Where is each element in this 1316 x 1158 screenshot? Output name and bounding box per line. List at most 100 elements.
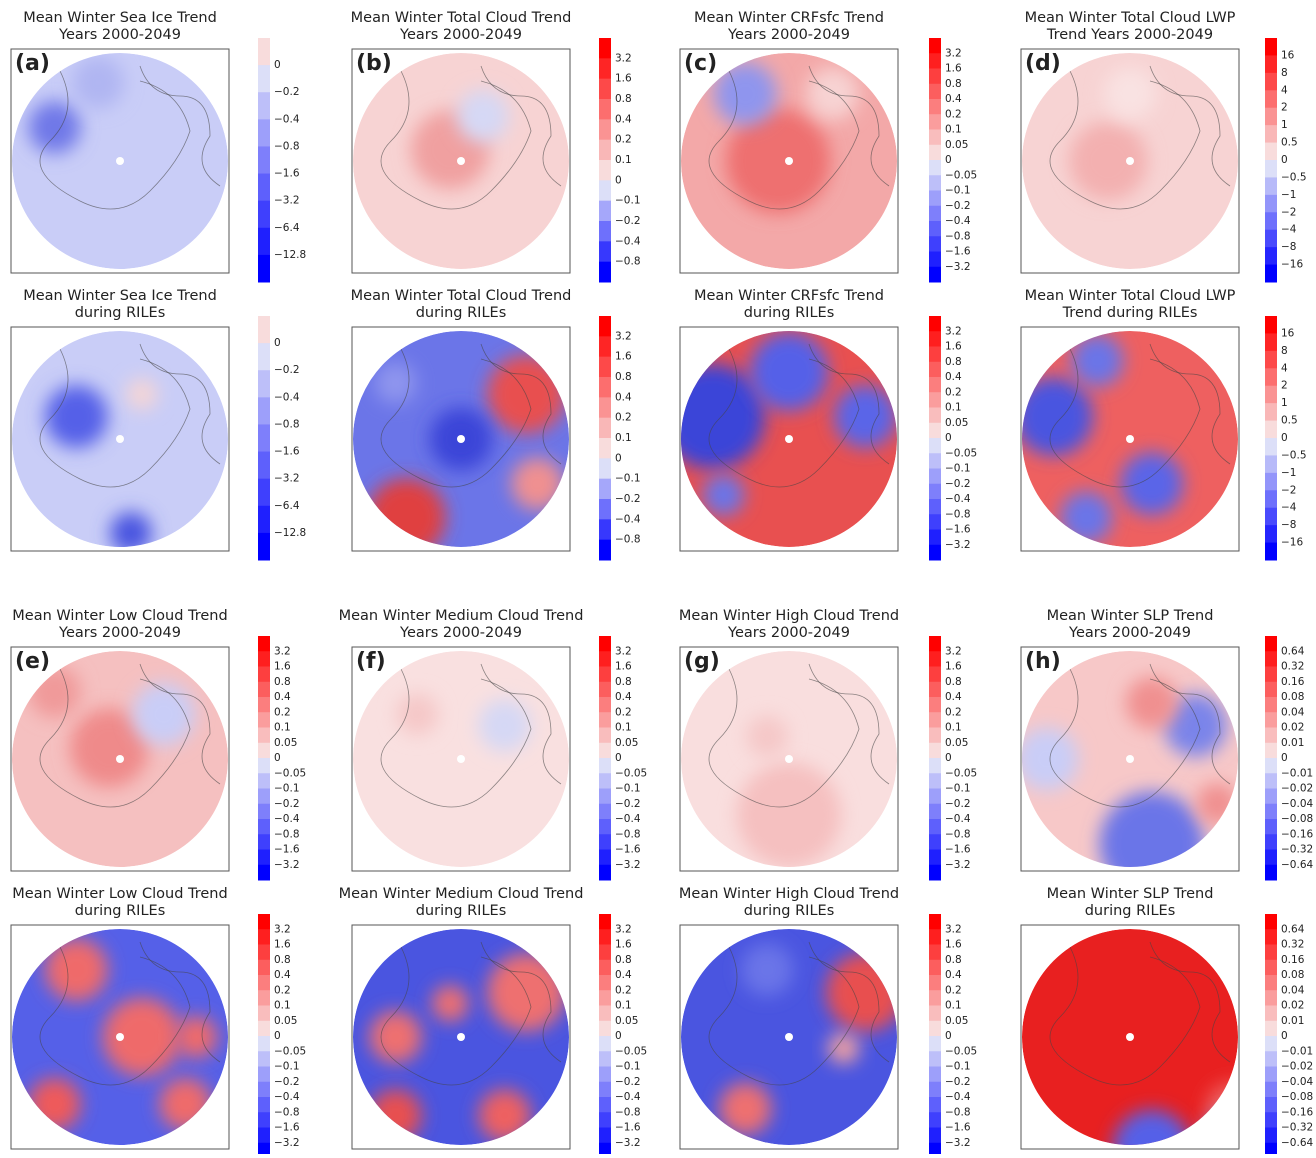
- colorbar-block: [258, 397, 270, 425]
- pole: [116, 755, 124, 763]
- panel-title: Trend Years 2000-2049: [1046, 27, 1213, 43]
- colorbar-block: [258, 532, 270, 561]
- colorbar-block: [599, 819, 611, 835]
- colorbar-label: −0.8: [945, 828, 971, 840]
- colorbar-block: [1265, 507, 1277, 526]
- colorbar-label: 0.1: [615, 154, 632, 166]
- colorbar-block: [929, 221, 941, 237]
- panel-title: Mean Winter SLP Trend: [1047, 886, 1214, 902]
- colorbar-block: [929, 236, 941, 252]
- colorbar-label: −0.2: [945, 798, 971, 810]
- colorbar-label: 0.8: [945, 78, 962, 90]
- map-region: [1022, 377, 1093, 456]
- colorbar-label: −0.16: [1281, 1106, 1313, 1118]
- colorbar-label: 0.5: [1281, 415, 1298, 427]
- colorbar-block: [1265, 1097, 1277, 1113]
- panel-title: Mean Winter Low Cloud Trend: [12, 886, 227, 902]
- colorbar-label: 0.2: [615, 134, 632, 146]
- colorbar-label: −0.05: [274, 1045, 306, 1057]
- colorbar-block: [929, 849, 941, 866]
- map-region: [714, 62, 777, 126]
- colorbar-block: [1265, 959, 1277, 976]
- colorbar-label: −2: [1281, 484, 1296, 496]
- colorbar-block: [258, 1112, 270, 1128]
- map-region: [374, 362, 417, 404]
- colorbar-block: [599, 990, 611, 1006]
- pole: [457, 755, 465, 763]
- colorbar-label: 1.6: [274, 661, 291, 673]
- colorbar-block: [929, 1112, 941, 1128]
- colorbar-block: [929, 834, 941, 850]
- panel-title: Mean Winter Total Cloud Trend: [351, 10, 572, 26]
- panel-label: (d): [1025, 51, 1061, 76]
- colorbar-label: 3.2: [945, 645, 962, 657]
- colorbar-block: [1265, 1066, 1277, 1083]
- colorbar-label: 0.8: [615, 93, 632, 105]
- colorbar-block: [599, 727, 611, 744]
- colorbar-label: −3.2: [945, 859, 971, 871]
- colorbar-block: [599, 438, 611, 459]
- map-region: [369, 1010, 422, 1064]
- coastline: [39, 668, 191, 808]
- colorbar-label: 1.6: [945, 939, 962, 951]
- colorbar-block: [1265, 758, 1277, 774]
- colorbar-label: −0.1: [945, 1061, 971, 1073]
- colorbar-label: −1.6: [615, 844, 641, 856]
- colorbar-block: [258, 681, 270, 698]
- colorbar-label: −0.8: [274, 418, 300, 430]
- pole: [785, 1033, 793, 1041]
- colorbar-block: [1265, 1112, 1277, 1128]
- colorbar-block: [599, 200, 611, 222]
- pole: [785, 435, 793, 443]
- colorbar-block: [599, 929, 611, 945]
- colorbar-block: [599, 914, 611, 930]
- colorbar-label: −0.2: [945, 478, 971, 490]
- colorbar-block: [1265, 125, 1277, 144]
- panel-title: Trend during RILEs: [1062, 305, 1198, 321]
- colorbar-block: [599, 356, 611, 378]
- colorbar-block: [1265, 712, 1277, 728]
- panel-title: during RILEs: [75, 903, 166, 919]
- colorbar-block: [1265, 455, 1277, 474]
- colorbar-label: 0.8: [945, 356, 962, 368]
- colorbar-label: −0.2: [274, 1076, 300, 1088]
- colorbar-label: −0.05: [945, 767, 977, 779]
- colorbar-block: [1265, 803, 1277, 820]
- colorbar-label: −3.2: [615, 1137, 641, 1149]
- colorbar-block: [929, 499, 941, 515]
- colorbar-label: 0.2: [274, 984, 291, 996]
- colorbar-label: −0.5: [1281, 449, 1307, 461]
- colorbar-block: [929, 175, 941, 191]
- colorbar-label: 0.2: [615, 412, 632, 424]
- colorbar-label: 0.8: [274, 954, 291, 966]
- colorbar-label: 3.2: [615, 52, 632, 64]
- colorbar-block: [599, 1097, 611, 1113]
- panel-label: (a): [15, 51, 50, 76]
- pole: [457, 1033, 465, 1041]
- colorbar-block: [258, 727, 270, 744]
- colorbar-label: 0.02: [1281, 722, 1304, 734]
- pole: [116, 435, 124, 443]
- colorbar-block: [929, 346, 941, 363]
- colorbar-block: [1265, 636, 1277, 652]
- colorbar-label: −0.4: [615, 813, 641, 825]
- colorbar-block: [258, 666, 270, 683]
- colorbar-block: [929, 514, 941, 530]
- colorbar-label: 16: [1281, 49, 1295, 61]
- colorbar-block: [929, 377, 941, 393]
- colorbar-label: 0.08: [1281, 969, 1304, 981]
- colorbar-block: [599, 499, 611, 520]
- map-region: [741, 943, 794, 996]
- colorbar-block: [929, 483, 941, 500]
- colorbar-label: −2: [1281, 206, 1296, 218]
- map-region: [45, 938, 108, 1002]
- colorbar-label: −0.8: [945, 508, 971, 520]
- colorbar-label: 16: [1281, 327, 1295, 339]
- colorbar-label: 0.2: [945, 706, 962, 718]
- colorbar-block: [1265, 1127, 1277, 1144]
- colorbar-block: [1265, 107, 1277, 126]
- coastline: [808, 941, 890, 1063]
- panel-label: (c): [684, 51, 717, 76]
